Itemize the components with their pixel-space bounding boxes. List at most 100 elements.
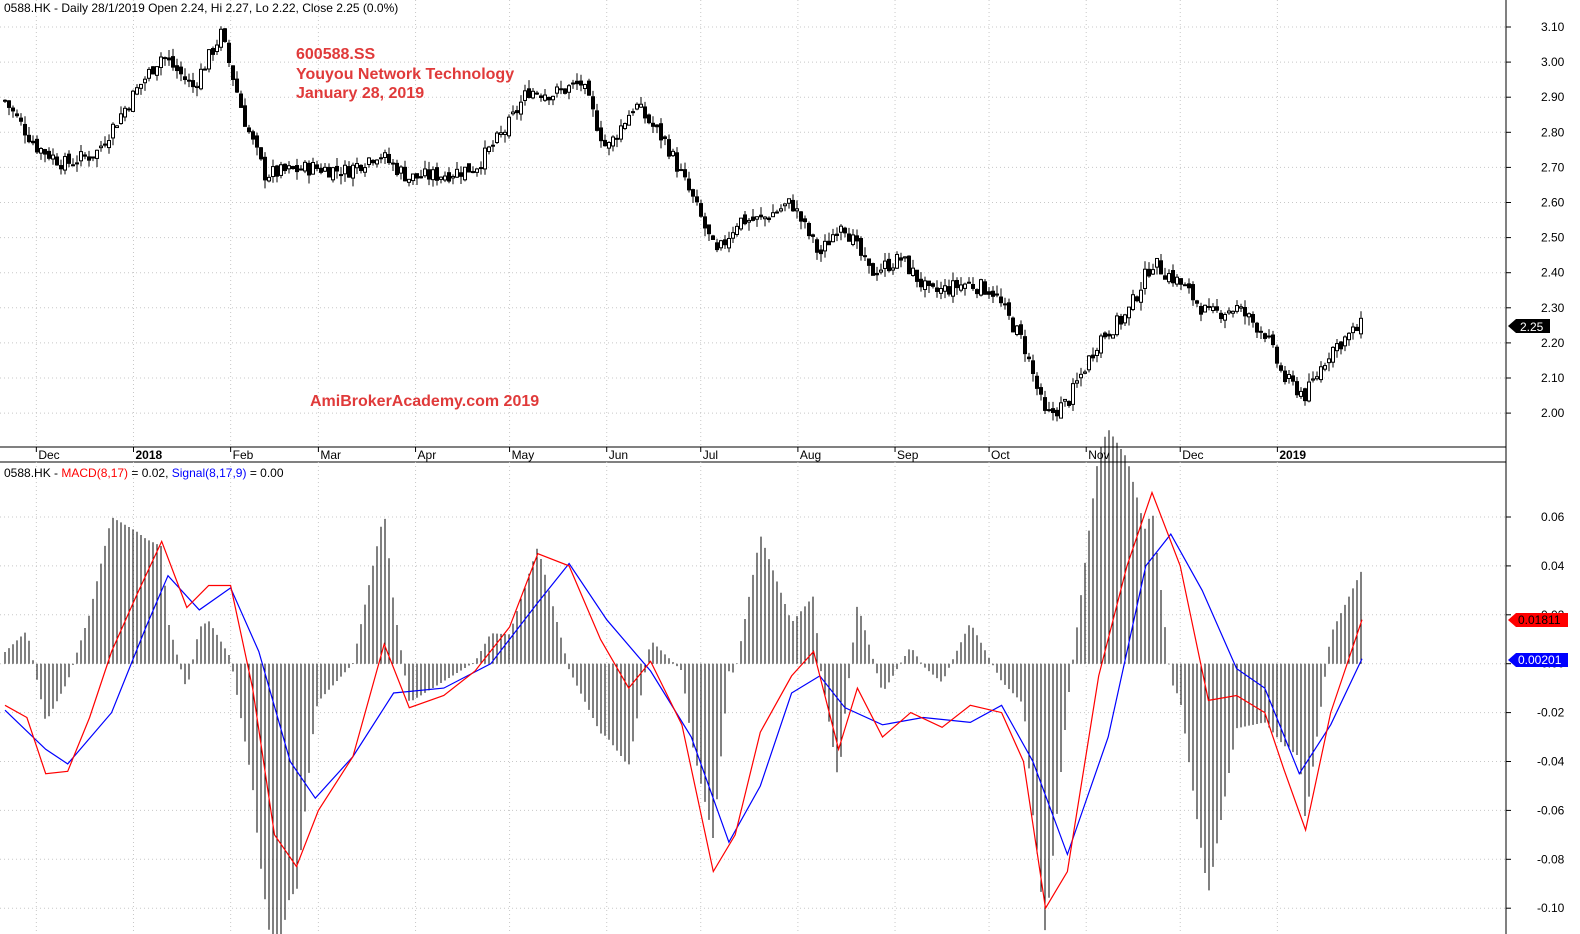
candle-body [27,134,31,143]
candle-body [359,164,363,172]
candle-body [971,283,975,289]
price-tick-label: 2.10 [1541,371,1565,385]
macd-tick-label: -0.08 [1537,852,1565,866]
candle-body [703,216,707,229]
candle-body [495,132,499,143]
macd-tick-label: 0.06 [1541,510,1565,524]
candle-body [159,56,163,68]
candle-body [1103,332,1107,338]
candle-body [291,166,295,170]
candle-body [1043,397,1047,411]
candle-body [171,56,175,68]
candle-body [811,234,815,237]
candle-body [1055,409,1059,417]
candle-body [279,164,283,176]
candle-body [443,175,447,181]
candle-body [31,140,35,144]
candle-body [707,224,711,235]
candle-body [59,165,63,170]
candle-body [283,163,287,172]
candle-body [819,249,823,255]
candle-body [295,165,299,173]
candle-body [499,132,503,135]
candle-body [1199,306,1203,315]
candle-body [319,167,323,173]
candle-body [1343,336,1347,347]
candle-body [307,162,311,176]
candle-body [1339,341,1343,350]
candle-body [1003,303,1007,306]
macd-tick-label: -0.04 [1537,755,1565,769]
candle-body [151,66,155,75]
candle-body [567,85,571,93]
x-axis-months: Dec 2018 Feb Mar Apr May Jun Jul Aug Sep Oct Nov Dec… [35,447,1306,462]
candle-body [215,44,219,53]
candle-body [1147,268,1151,277]
candle-body [975,289,979,295]
candle-body [711,235,715,240]
candle-body [135,87,139,95]
candle-body [1063,398,1067,402]
candle-body [487,146,491,153]
price-gridlines [0,26,1506,414]
candle-body [391,162,395,165]
month-label: Jun [609,448,628,462]
price-pane: 3.10 3.00 2.90 2.80 2.70 2.60 2.50 2.40 2.30 2.20… [0,0,1565,462]
candle-body [403,166,407,182]
candle-body [599,127,603,142]
macd-tick-label: -0.02 [1537,706,1565,720]
candle-body [871,263,875,276]
candle-body [3,99,7,102]
price-tick-label: 3.00 [1541,55,1565,69]
price-pane-header: 0588.HK - Daily 28/1/2019 Open 2.24, Hi … [4,1,398,15]
candle-body [839,225,843,233]
candle-body [863,255,867,258]
candle-body [1279,365,1283,371]
candle-body [843,227,847,234]
month-label: Sep [897,448,919,462]
candle-body [11,107,15,112]
candle-body [1139,289,1143,303]
month-label: Aug [800,448,821,462]
candle-body [987,291,991,295]
candle-body [847,233,851,242]
price-tick-label: 2.30 [1541,301,1565,315]
price-tick-label: 2.50 [1541,231,1565,245]
price-tick-label: 2.20 [1541,336,1565,350]
candle-body [355,163,359,169]
candle-body [1319,366,1323,381]
candle-body [575,80,579,85]
candle-body [331,167,335,181]
candle-body [363,167,367,173]
candle-body [755,216,759,220]
candle-body [979,279,983,296]
candle-body [1311,378,1315,381]
macd-month-gridlines [35,462,1278,934]
candle-body [1131,294,1135,311]
candle-body [771,212,775,218]
candle-body [743,214,747,225]
candle-body [239,93,243,108]
candle-body [1275,346,1279,364]
candle-body [651,122,655,127]
candle-body [943,285,947,292]
watermark: AmiBrokerAcademy.com 2019 [310,393,539,410]
candle-body [1195,300,1199,304]
candle-body [1231,310,1235,314]
candle-body [851,234,855,245]
candle-body [923,280,927,291]
candle-body [107,140,111,149]
candle-body [1299,390,1303,397]
candle-body [883,260,887,269]
candle-body [287,165,291,170]
candle-body [91,156,95,159]
candle-body [723,239,727,246]
candle-body [179,66,183,75]
candle-body [1335,343,1339,352]
candle-body [1291,375,1295,382]
candle-body [727,237,731,249]
candle-body [543,94,547,101]
month-label: Dec [38,448,59,462]
candle-body [1039,387,1043,395]
